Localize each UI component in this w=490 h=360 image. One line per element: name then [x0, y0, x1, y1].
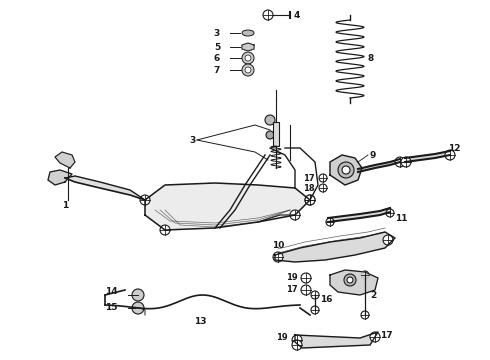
Polygon shape: [358, 159, 400, 172]
Circle shape: [305, 195, 315, 205]
Circle shape: [242, 64, 254, 76]
Text: 15: 15: [105, 303, 118, 312]
Circle shape: [242, 52, 254, 64]
Circle shape: [265, 115, 275, 125]
Polygon shape: [295, 332, 378, 348]
Circle shape: [319, 184, 327, 192]
Polygon shape: [330, 155, 362, 185]
Text: 18: 18: [303, 184, 315, 193]
Circle shape: [445, 150, 455, 160]
FancyBboxPatch shape: [273, 122, 279, 146]
Text: 12: 12: [448, 144, 461, 153]
Circle shape: [395, 157, 405, 167]
Circle shape: [311, 291, 319, 299]
Circle shape: [292, 340, 302, 350]
Circle shape: [290, 210, 300, 220]
Text: 7: 7: [214, 66, 220, 75]
Polygon shape: [328, 208, 390, 222]
Text: 1: 1: [62, 201, 68, 210]
Text: 9: 9: [370, 150, 376, 159]
Circle shape: [342, 166, 350, 174]
Circle shape: [305, 195, 315, 205]
Circle shape: [383, 235, 393, 245]
Circle shape: [132, 289, 144, 301]
Circle shape: [273, 252, 283, 262]
Circle shape: [311, 306, 319, 314]
Circle shape: [301, 285, 311, 295]
Text: 14: 14: [105, 288, 118, 297]
Circle shape: [292, 335, 302, 345]
Circle shape: [338, 162, 354, 178]
Circle shape: [361, 271, 369, 279]
Circle shape: [301, 273, 311, 283]
Circle shape: [386, 209, 394, 217]
Circle shape: [401, 157, 411, 167]
Text: 17: 17: [303, 174, 315, 183]
Text: 17: 17: [286, 285, 298, 294]
Text: 8: 8: [368, 54, 374, 63]
Polygon shape: [405, 151, 450, 162]
Circle shape: [245, 67, 251, 73]
Circle shape: [266, 131, 274, 139]
Circle shape: [370, 332, 380, 342]
Polygon shape: [145, 183, 310, 230]
Polygon shape: [242, 43, 254, 51]
Text: 16: 16: [320, 296, 333, 305]
Polygon shape: [330, 270, 378, 295]
Text: 6: 6: [214, 54, 220, 63]
Circle shape: [344, 274, 356, 286]
Circle shape: [140, 195, 150, 205]
Text: 11: 11: [395, 213, 408, 222]
Circle shape: [326, 218, 334, 226]
Text: 19: 19: [286, 274, 298, 283]
Text: 4: 4: [294, 10, 300, 19]
Text: 19: 19: [276, 333, 288, 342]
Text: 10: 10: [272, 240, 284, 249]
Text: 17: 17: [380, 330, 392, 339]
Polygon shape: [55, 152, 75, 168]
Text: 5: 5: [214, 42, 220, 51]
Circle shape: [361, 311, 369, 319]
Text: 3: 3: [190, 135, 196, 144]
Circle shape: [132, 302, 144, 314]
Polygon shape: [65, 176, 145, 200]
Circle shape: [347, 277, 353, 283]
Text: 13: 13: [194, 318, 206, 327]
Circle shape: [319, 174, 327, 182]
Circle shape: [263, 10, 273, 20]
Circle shape: [245, 55, 251, 61]
Circle shape: [160, 225, 170, 235]
Polygon shape: [275, 232, 395, 262]
Text: 2: 2: [370, 291, 376, 300]
Ellipse shape: [242, 30, 254, 36]
Text: 3: 3: [214, 28, 220, 37]
Polygon shape: [48, 170, 72, 185]
